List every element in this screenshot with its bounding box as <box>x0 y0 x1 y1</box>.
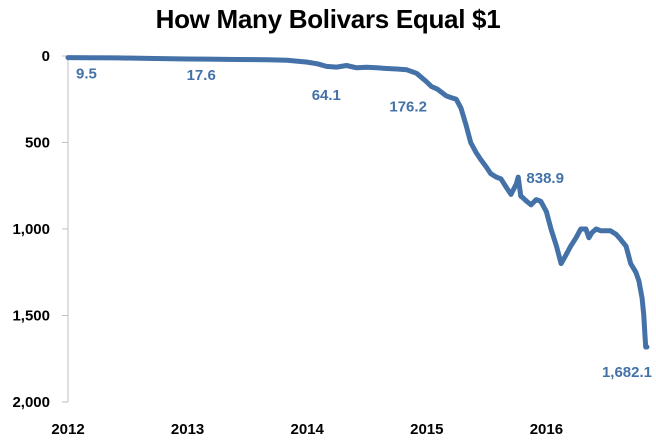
data-label: 9.5 <box>76 66 97 83</box>
data-label: 64.1 <box>312 87 341 104</box>
y-tick-marks <box>62 55 68 403</box>
x-tick-label: 2013 <box>171 421 204 438</box>
x-tick-label: 2015 <box>410 421 443 438</box>
y-tick-label: 1,000 <box>12 221 50 238</box>
x-tick-label: 2014 <box>291 421 325 438</box>
data-label: 17.6 <box>187 67 216 84</box>
y-tick-label: 0 <box>42 48 50 65</box>
y-tick-label: 1,500 <box>12 308 50 325</box>
data-label: 838.9 <box>526 170 564 187</box>
series-group <box>65 55 650 350</box>
data-label: 1,682.1 <box>602 364 652 381</box>
y-tick-label: 500 <box>25 135 50 152</box>
x-tick-label: 2016 <box>530 421 563 438</box>
series-line <box>65 55 650 350</box>
data-labels: 9.5 17.6 64.1 176.2 838.9 1,682.1 <box>76 66 652 381</box>
x-tick-label: 2012 <box>51 421 84 438</box>
data-label: 176.2 <box>389 98 427 115</box>
chart-title: How Many Bolivars Equal $1 <box>155 4 501 34</box>
y-tick-label: 2,000 <box>12 394 50 411</box>
x-tick-labels: 2012 2013 2014 2015 2016 <box>51 421 563 438</box>
y-tick-labels: 0 500 1,000 1,500 2,000 <box>12 48 50 411</box>
